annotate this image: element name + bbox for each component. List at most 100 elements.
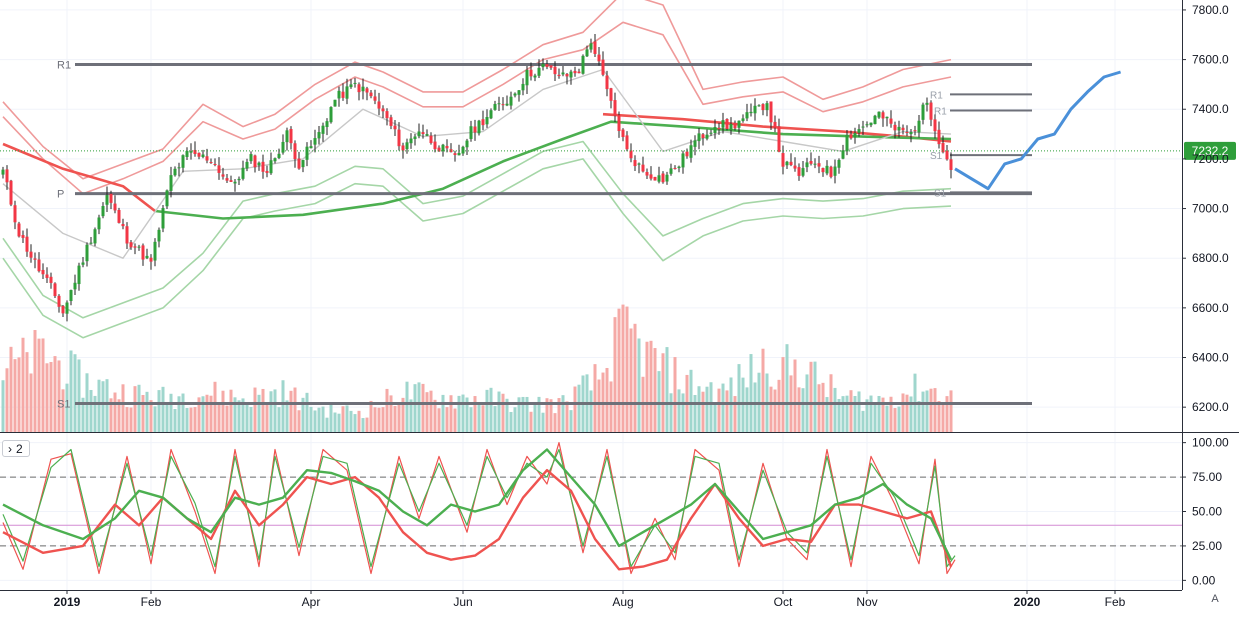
volume-bar [693, 394, 697, 432]
volume-bar [901, 393, 905, 432]
price-axis-label: 7600.0 [1192, 53, 1229, 67]
volume-bar [385, 388, 389, 432]
candle-body [661, 173, 665, 183]
volume-bar [165, 401, 169, 432]
candle-body [105, 195, 109, 205]
last-price-tag [1184, 141, 1236, 160]
oscillator-pane-toggle-button[interactable]: › 2 [2, 440, 30, 457]
candle-body [269, 160, 273, 174]
candle-body [721, 120, 725, 128]
volume-bar [909, 396, 913, 432]
candle-body [605, 75, 609, 90]
candle-body [633, 160, 637, 167]
volume-bar [717, 388, 721, 432]
volume-bar [313, 410, 317, 432]
candle-body [817, 163, 821, 167]
candle-body [493, 103, 497, 110]
volume-bar [129, 407, 133, 432]
volume-bar [505, 398, 509, 432]
volume-bar [865, 399, 869, 432]
volume-bar [137, 384, 141, 432]
candle-body [29, 251, 33, 258]
volume-bar [189, 407, 193, 432]
volume-bar [657, 371, 661, 432]
candle-body [485, 116, 489, 125]
candle-body [497, 103, 501, 105]
candle-body [441, 144, 445, 152]
candle-body [49, 276, 53, 283]
candle-body [949, 159, 953, 170]
time-axis-label: Oct [774, 595, 793, 609]
candle-body [669, 168, 673, 174]
volume-bar [425, 392, 429, 432]
candle-body [345, 86, 349, 99]
candle-body [109, 193, 113, 203]
oscillator-pane-badge: 2 [16, 442, 23, 456]
auto-scale-button[interactable]: A [1211, 593, 1219, 605]
candle-body [781, 153, 785, 167]
volume-bar [133, 386, 137, 432]
price-axis-label: 6400.0 [1192, 351, 1229, 365]
volume-bar [809, 361, 813, 432]
volume-bar [853, 395, 857, 432]
candle-body [853, 133, 857, 138]
volume-bar [5, 368, 9, 432]
candle-body [373, 96, 377, 101]
candle-body [133, 246, 137, 248]
volume-bar [209, 395, 213, 432]
candle-body [893, 124, 897, 131]
volume-bar [93, 395, 97, 432]
volume-bar [937, 401, 941, 432]
price-axis-label: 6600.0 [1192, 301, 1229, 315]
candle-body [73, 282, 77, 290]
time-axis-label: 2020 [1014, 595, 1041, 609]
volume-bar [293, 387, 297, 432]
volume-bar [573, 386, 577, 432]
candle-body [465, 140, 469, 148]
candle-body [273, 158, 277, 162]
recent-pivot-label: R1 [930, 90, 943, 101]
candle-body [37, 259, 41, 272]
price-axis-label: 7000.0 [1192, 202, 1229, 216]
candle-body [505, 103, 509, 106]
candle-body [349, 84, 353, 88]
candle-body [845, 134, 849, 152]
candle-body [57, 295, 61, 307]
volume-bar [629, 328, 633, 432]
volume-bar [889, 396, 893, 432]
volume-bar [229, 389, 233, 432]
candle-body [873, 115, 877, 125]
volume-bar [473, 396, 477, 432]
candle-body [289, 128, 293, 144]
volume-bar [589, 390, 593, 432]
volume-bar [157, 390, 161, 432]
candle-body [749, 111, 753, 114]
candle-body [777, 126, 781, 152]
candle-body [129, 242, 133, 248]
candle-body [545, 64, 549, 67]
candle-body [481, 119, 485, 126]
candle-body [517, 90, 521, 95]
time-axis-label: Aug [612, 595, 633, 609]
candle-body [889, 118, 893, 124]
volume-bar [777, 379, 781, 432]
candle-body [609, 88, 613, 101]
moving-average-line [154, 120, 952, 220]
volume-bar [273, 389, 277, 432]
candle-body [5, 169, 9, 183]
candle-body [65, 302, 69, 314]
candle-body [897, 126, 901, 131]
candle-body [53, 283, 57, 297]
volume-bar [393, 405, 397, 432]
candle-body [713, 127, 717, 134]
candle-body [445, 145, 449, 149]
candle-body [593, 41, 597, 54]
volume-bar [281, 380, 285, 432]
candle-body [461, 146, 465, 154]
volume-bar [309, 406, 313, 432]
volume-bar [745, 387, 749, 432]
band-line [2, 21, 952, 195]
volume-bar [389, 395, 393, 432]
